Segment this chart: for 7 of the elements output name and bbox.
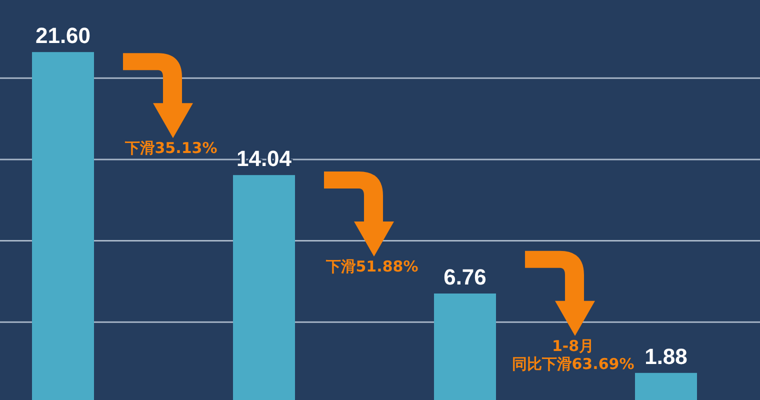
annotation: 下滑35.13% [124, 139, 218, 158]
annotation: 1-8月 [552, 336, 594, 355]
data-label: 1.88 [644, 344, 688, 369]
data-label: 6.76 [444, 264, 486, 290]
data-label: 21.60 [35, 23, 91, 48]
annotation: 下滑51.88% [324, 258, 418, 276]
annotation: 同比下滑63.69% [512, 354, 634, 373]
